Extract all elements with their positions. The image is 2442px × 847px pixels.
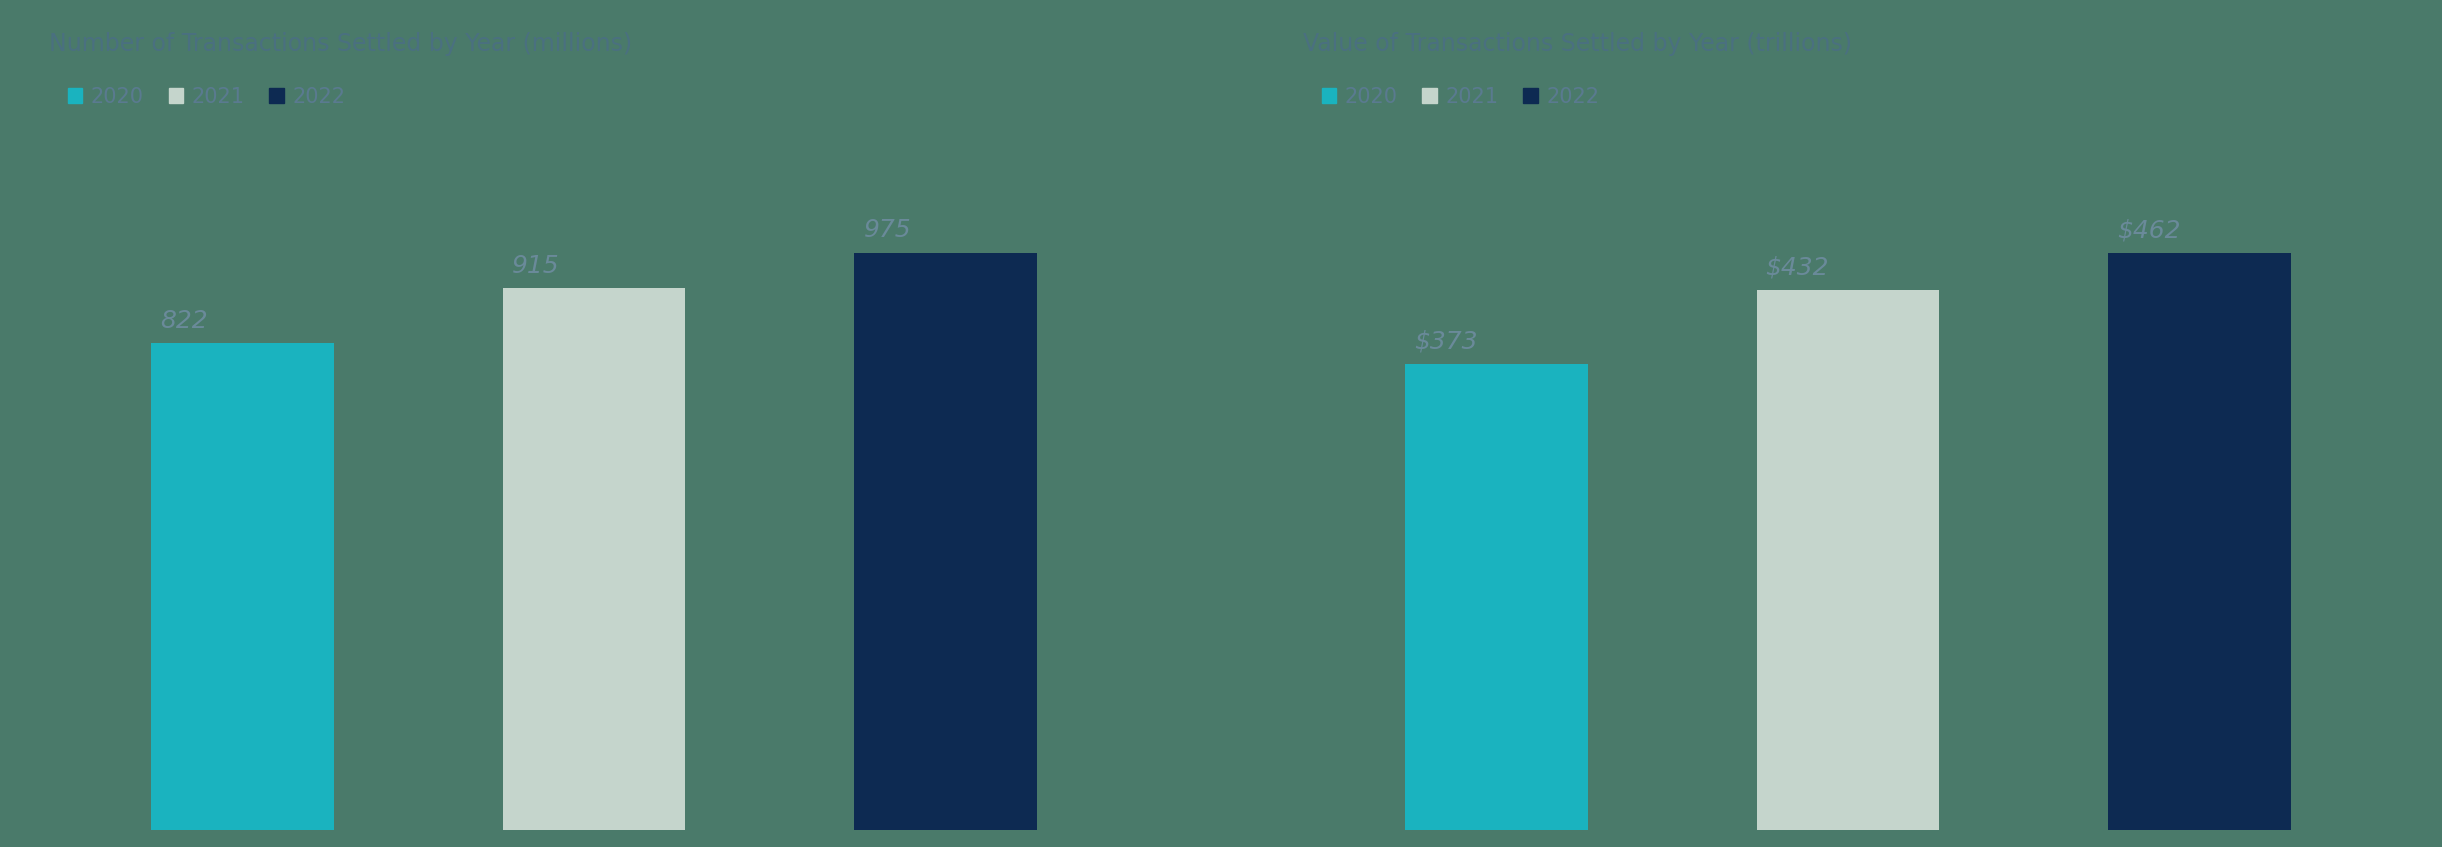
Text: 975: 975 xyxy=(864,219,911,242)
Legend: 2020, 2021, 2022: 2020, 2021, 2022 xyxy=(1314,78,1607,115)
Text: Number of Transactions Settled by Year (millions): Number of Transactions Settled by Year (… xyxy=(49,32,632,56)
Bar xyxy=(151,343,335,830)
Bar xyxy=(2107,252,2291,830)
Text: $373: $373 xyxy=(1414,329,1477,353)
Text: $462: $462 xyxy=(2117,219,2181,242)
Bar xyxy=(1404,364,1587,830)
Bar xyxy=(855,252,1038,830)
Text: $432: $432 xyxy=(1766,256,1829,280)
Text: 915: 915 xyxy=(513,254,559,278)
Text: Value of Transactions Settled by Year (trillions): Value of Transactions Settled by Year (t… xyxy=(1302,32,1851,56)
Legend: 2020, 2021, 2022: 2020, 2021, 2022 xyxy=(59,78,354,115)
Text: 822: 822 xyxy=(161,309,208,333)
Bar xyxy=(503,288,686,830)
Bar xyxy=(1756,290,1939,830)
